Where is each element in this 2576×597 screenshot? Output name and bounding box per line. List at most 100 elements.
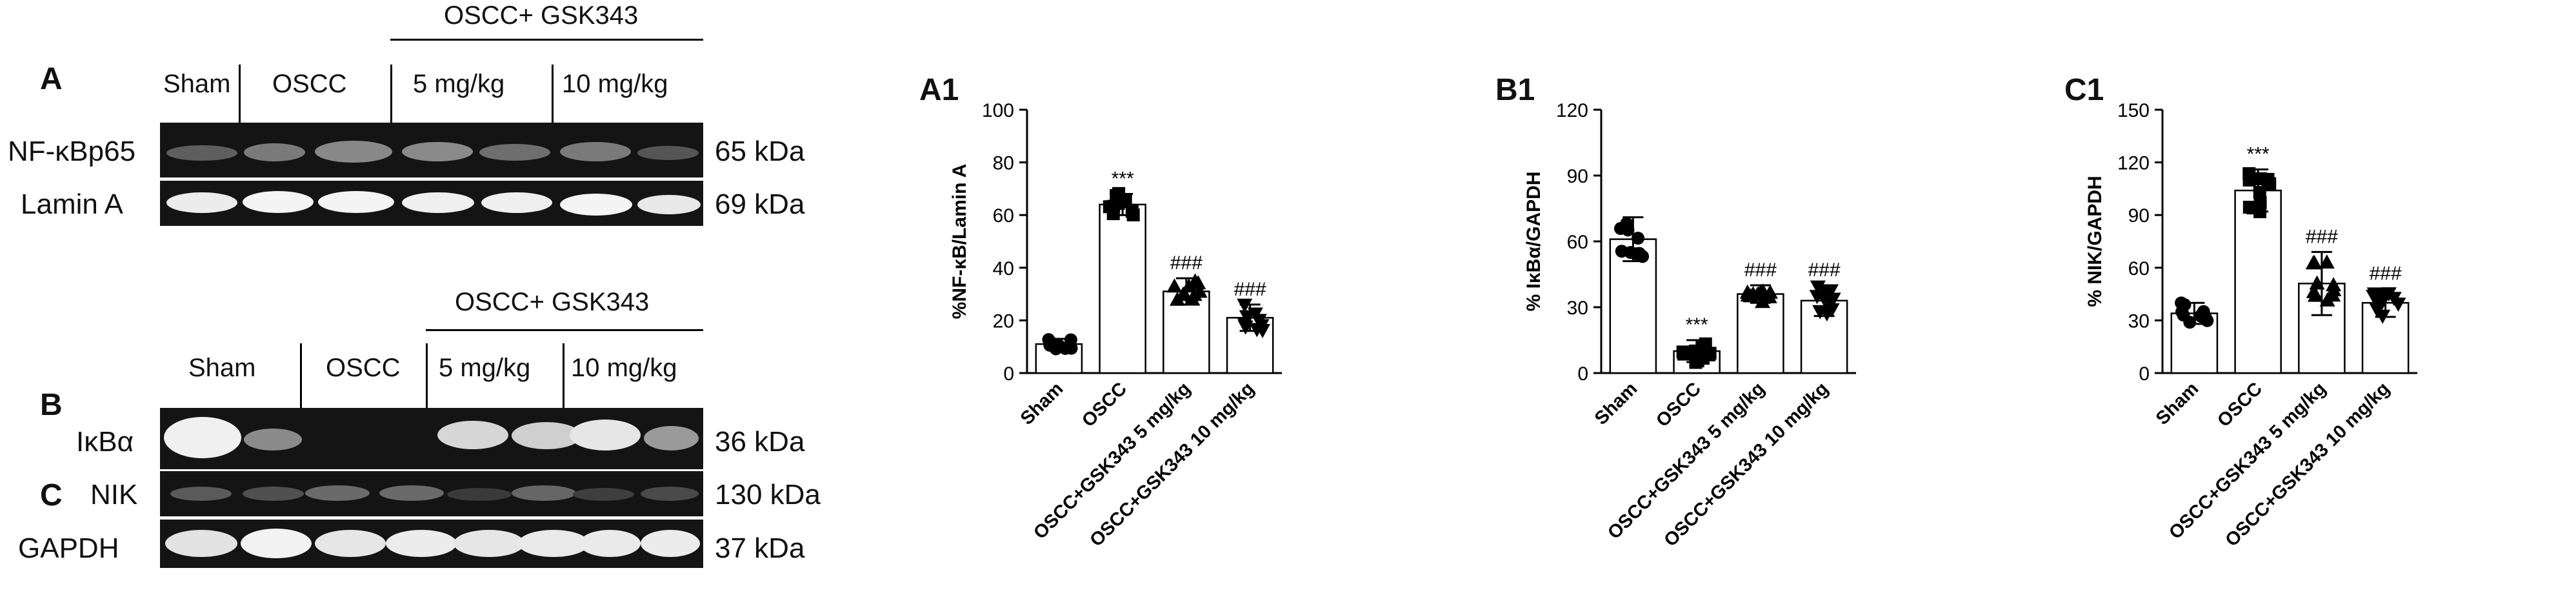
kda-label: 130 kDa (715, 479, 821, 511)
y-tick-label: 90 (1567, 166, 1588, 187)
data-point (1810, 280, 1826, 295)
lane-divider (300, 343, 302, 408)
y-tick-label: 120 (2117, 153, 2150, 174)
data-point (2326, 277, 2342, 292)
x-tick-label: OSCC (2213, 378, 2266, 431)
significance-label: *** (1686, 314, 1708, 336)
data-point (1633, 247, 1646, 260)
y-tick-label: 60 (2128, 258, 2150, 279)
group-line-bc (426, 329, 703, 331)
blot-nik (160, 471, 703, 516)
lane-label: Sham (163, 70, 231, 98)
data-point (1819, 307, 1835, 322)
data-point (1621, 223, 1635, 237)
data-point (2307, 287, 2323, 302)
data-point (2183, 316, 2197, 329)
data-point (1755, 294, 1771, 309)
y-tick-label: 30 (2128, 310, 2150, 332)
y-tick-label: 0 (1003, 363, 1014, 385)
row-label: GAPDH (18, 532, 119, 564)
y-tick-label: 60 (993, 205, 1014, 227)
y-axis-label: % NIK/GAPDH (2084, 176, 2106, 307)
lane-divider (552, 65, 554, 123)
row-label: NIK (90, 479, 138, 511)
y-axis-label: % IκBα/GAPDH (1523, 172, 1544, 312)
y-tick-label: 30 (1567, 298, 1588, 319)
data-point (2178, 298, 2192, 312)
data-point (1251, 314, 1267, 329)
data-point (1192, 283, 1208, 298)
significance-label: ### (2306, 226, 2338, 247)
significance-label: ### (1744, 259, 1777, 281)
data-point (1170, 291, 1186, 306)
kda-label: 65 kDa (715, 136, 805, 167)
panel-letter-c1: C1 (2064, 73, 2104, 107)
lane-label: 10 mg/kg (571, 354, 677, 382)
data-point (2366, 289, 2382, 304)
panel-letter-b1: B1 (1495, 73, 1535, 107)
significance-label: ### (1808, 259, 1841, 281)
significance-label: ### (1234, 279, 1266, 300)
row-label: IκBα (76, 426, 134, 458)
data-point (1809, 290, 1825, 305)
data-point (1755, 283, 1771, 298)
significance-label: ### (1170, 252, 1203, 274)
lane-divider (426, 343, 428, 408)
x-tick-label: Sham (1017, 378, 1067, 429)
data-point (2253, 186, 2266, 199)
blot-ikba (160, 408, 703, 469)
y-tick-label: 0 (2139, 363, 2150, 385)
data-point (1103, 200, 1116, 214)
kda-label: 36 kDa (715, 426, 805, 458)
panel-letter-b: B (40, 388, 63, 422)
x-tick-label: OSCC (1652, 378, 1705, 431)
data-point (1631, 231, 1644, 245)
lane-divider (563, 343, 564, 408)
data-point (1046, 339, 1060, 353)
y-tick-label: 60 (1567, 232, 1588, 253)
data-point (2305, 255, 2321, 270)
y-tick-label: 120 (1556, 100, 1588, 121)
bar (1737, 293, 1784, 374)
lane-divider (239, 65, 241, 123)
y-axis-label: %NF-κB/Lamin A (949, 164, 970, 319)
data-point (2254, 172, 2268, 185)
lane-label: Sham (188, 354, 256, 382)
significance-label: *** (2247, 143, 2270, 165)
row-label: Lamin A (21, 188, 123, 220)
y-tick-label: 0 (1577, 363, 1588, 385)
chart-a1: 0 20 40 60 80 100 %NF-κB/Lamin A Sham *** OSCC ###… (949, 100, 1282, 551)
panel-letter-a1: A1 (919, 73, 959, 107)
significance-label: ### (2370, 263, 2402, 284)
x-tick-label: OSCC (1078, 378, 1131, 431)
lane-label: 5 mg/kg (413, 70, 505, 98)
bar (2234, 189, 2282, 374)
data-point (1110, 188, 1123, 202)
data-point (1702, 348, 1716, 361)
y-tick-label: 90 (2128, 205, 2150, 227)
y-tick-label: 100 (982, 100, 1014, 121)
data-point (1818, 285, 1834, 299)
y-tick-label: 80 (993, 153, 1014, 174)
data-point (2242, 167, 2256, 181)
lane-label: 5 mg/kg (439, 354, 531, 382)
data-point (1237, 298, 1253, 313)
data-point (1240, 310, 1256, 325)
group-header-bc: OSCC+ GSK343 (455, 288, 650, 316)
kda-label: 69 kDa (715, 188, 805, 220)
data-point (1166, 278, 1183, 293)
blot-nfkb (160, 123, 703, 177)
lane-label: OSCC (272, 70, 347, 98)
lane-label: OSCC (326, 354, 401, 382)
data-point (2197, 305, 2210, 318)
y-tick-label: 20 (993, 310, 1014, 332)
blot-gapdh (160, 520, 703, 568)
data-point (1181, 278, 1197, 293)
bar (1099, 203, 1146, 374)
significance-label: *** (1112, 168, 1134, 190)
group-header-a: OSCC+ GSK343 (444, 1, 639, 30)
data-point (2319, 254, 2335, 269)
y-tick-label: 150 (2117, 100, 2150, 121)
